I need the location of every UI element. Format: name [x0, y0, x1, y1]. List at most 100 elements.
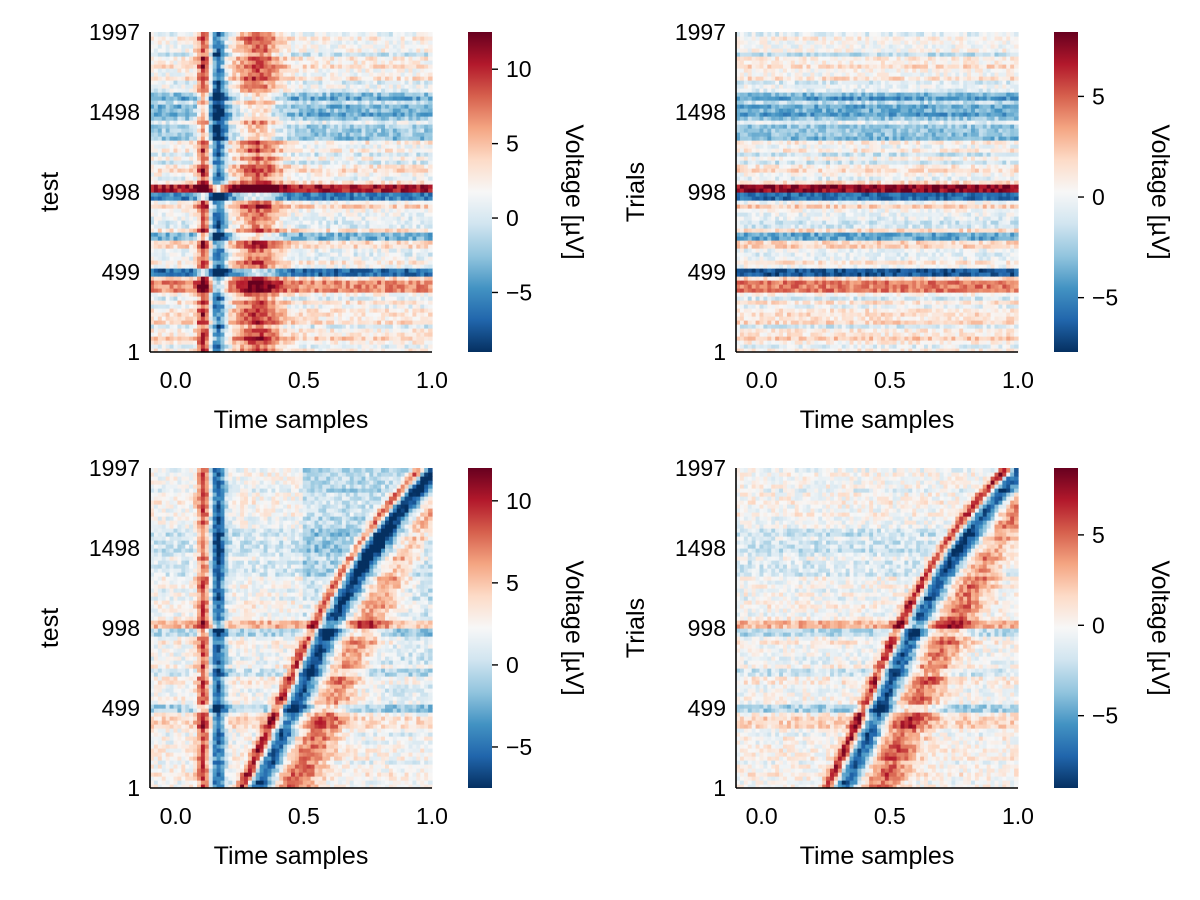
heatmap-cell	[267, 268, 273, 273]
heatmap-cell	[377, 88, 382, 93]
heatmap-cell	[157, 140, 163, 145]
heatmap-cell	[392, 108, 398, 113]
heatmap-cell	[396, 348, 402, 353]
heatmap-cell	[247, 72, 253, 77]
heatmap-cell	[228, 268, 233, 273]
heatmap-cell	[400, 336, 406, 341]
heatmap-cell	[365, 336, 370, 341]
heatmap-cell	[189, 296, 194, 301]
heatmap-cell	[255, 184, 261, 189]
heatmap-cell	[385, 332, 390, 337]
heatmap-cell	[169, 108, 175, 113]
heatmap-cell	[216, 92, 222, 97]
heatmap-cell	[279, 336, 284, 341]
heatmap-cell	[240, 212, 245, 217]
heatmap-cell	[385, 204, 390, 209]
heatmap-cell	[200, 124, 206, 129]
heatmap-cell	[153, 340, 159, 345]
heatmap-cell	[357, 100, 363, 105]
heatmap-cell	[259, 228, 265, 233]
heatmap-cell	[283, 240, 288, 245]
heatmap-cell	[275, 316, 280, 321]
heatmap-cell	[185, 88, 190, 93]
heatmap-cell	[271, 168, 276, 173]
heatmap-cell	[244, 172, 249, 177]
heatmap-cell	[267, 160, 273, 165]
heatmap-cell	[244, 288, 249, 293]
heatmap-cell	[377, 320, 382, 325]
heatmap-cell	[318, 240, 323, 245]
heatmap-cell	[353, 92, 359, 97]
heatmap-cell	[341, 92, 347, 97]
heatmap-cell	[408, 156, 414, 161]
heatmap-cell	[165, 232, 171, 237]
heatmap-cell	[173, 140, 179, 145]
heatmap-cell	[404, 164, 410, 169]
heatmap-cell	[232, 292, 237, 297]
heatmap-cell	[283, 192, 288, 197]
heatmap-cell	[338, 180, 343, 185]
heatmap-cell	[322, 192, 327, 197]
heatmap-cell	[200, 348, 206, 353]
heatmap-cell	[287, 264, 292, 269]
heatmap-cell	[259, 144, 265, 149]
heatmap-cell	[247, 196, 253, 201]
heatmap-cell	[322, 256, 327, 261]
heatmap-cell	[157, 116, 163, 121]
heatmap-cell	[353, 332, 359, 337]
heatmap-cell	[251, 212, 257, 217]
heatmap-cell	[385, 200, 390, 205]
heatmap-cell	[173, 184, 179, 189]
heatmap-cell	[165, 244, 171, 249]
heatmap-cell	[251, 76, 257, 81]
heatmap-cell	[165, 284, 171, 289]
heatmap-cell	[271, 208, 276, 213]
heatmap-cell	[377, 224, 382, 229]
heatmap-cell	[306, 116, 312, 121]
heatmap-cell	[275, 80, 280, 85]
heatmap-cell	[169, 172, 175, 177]
heatmap-cell	[341, 228, 347, 233]
heatmap-cell	[165, 240, 171, 245]
heatmap-cell	[275, 188, 280, 193]
heatmap-cell	[400, 192, 406, 197]
heatmap-cell	[291, 320, 296, 325]
heatmap-cell	[291, 264, 296, 269]
heatmap-cell	[240, 264, 245, 269]
heatmap-cell	[240, 204, 245, 209]
heatmap-cell	[157, 176, 163, 181]
heatmap-cell	[216, 256, 222, 261]
heatmap-cell	[334, 136, 339, 141]
heatmap-cell	[287, 328, 292, 333]
heatmap-cell	[189, 100, 194, 105]
heatmap-cell	[173, 80, 179, 85]
heatmap-cell	[177, 104, 182, 109]
heatmap-cell	[334, 348, 339, 353]
heatmap-cell	[193, 132, 198, 137]
heatmap-cell	[161, 312, 167, 317]
heatmap-cell	[353, 188, 359, 193]
heatmap-cell	[361, 76, 367, 81]
heatmap-cell	[385, 320, 390, 325]
heatmap-cell	[338, 348, 343, 353]
heatmap-cell	[381, 252, 386, 257]
heatmap-cell	[298, 332, 304, 337]
heatmap-cell	[153, 196, 159, 201]
heatmap-cell	[357, 180, 363, 185]
heatmap-cell	[298, 152, 304, 157]
heatmap-cell	[404, 100, 410, 105]
heatmap-cell	[177, 76, 182, 81]
heatmap-cell	[416, 96, 421, 101]
heatmap-cell	[247, 172, 253, 177]
heatmap-cell	[338, 208, 343, 213]
heatmap-cell	[220, 148, 226, 153]
heatmap-cell	[251, 232, 257, 237]
heatmap-cell	[169, 156, 175, 161]
heatmap-cell	[279, 252, 284, 257]
heatmap-cell	[381, 152, 386, 157]
heatmap-cell	[185, 212, 190, 217]
heatmap-cell	[420, 156, 425, 161]
heatmap-cell	[287, 304, 292, 309]
heatmap-cell	[400, 200, 406, 205]
heatmap-cell	[204, 344, 210, 349]
